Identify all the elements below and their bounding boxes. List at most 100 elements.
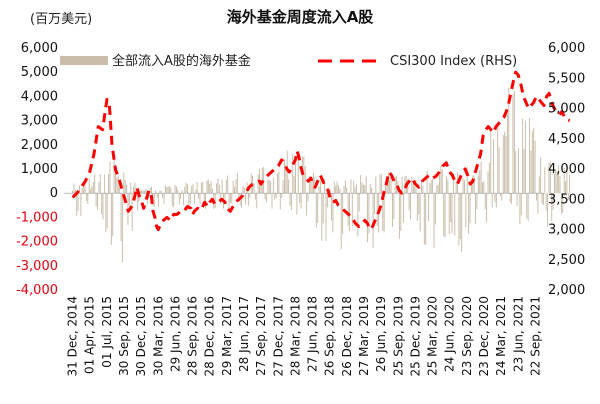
flow-bar — [189, 193, 191, 205]
flow-bar — [382, 193, 384, 232]
flow-bar — [412, 183, 414, 194]
flow-bar — [401, 176, 403, 194]
flow-bar — [502, 135, 504, 194]
flow-bar — [375, 176, 377, 194]
flow-bar — [520, 193, 522, 216]
flow-bar — [556, 172, 558, 194]
flow-bar — [149, 188, 151, 194]
flow-bar — [325, 193, 327, 241]
flow-bar — [414, 186, 416, 194]
flow-bar — [290, 193, 292, 210]
bar-series — [72, 88, 571, 263]
flow-bar — [407, 179, 409, 194]
flow-bar — [545, 193, 547, 211]
flow-bar — [324, 178, 326, 194]
flow-bar — [462, 178, 464, 194]
flow-bar — [511, 193, 513, 204]
flow-bar — [444, 193, 446, 238]
flow-bar — [274, 193, 276, 200]
flow-bar — [174, 184, 176, 194]
flow-bar — [295, 160, 296, 194]
flow-bar — [131, 193, 133, 231]
flow-bar — [296, 193, 298, 215]
x-tick-label: 01 Apr, 2015 — [83, 296, 97, 374]
flow-bar — [361, 182, 363, 194]
flow-bar — [488, 162, 490, 194]
flow-bar — [193, 193, 195, 204]
flow-bar — [484, 193, 486, 210]
flow-bar — [297, 161, 299, 194]
flow-bar — [246, 182, 248, 194]
flow-bar — [389, 180, 391, 194]
flow-bar — [454, 193, 456, 236]
flow-bar — [523, 149, 525, 194]
flow-bar — [285, 164, 287, 194]
flow-bar — [270, 181, 272, 194]
flow-bar — [159, 190, 161, 194]
x-tick-label: 28 Dec, 2016 — [203, 296, 217, 376]
left-tick-label: 0 — [50, 186, 58, 201]
right-tick-label: 5,500 — [548, 71, 585, 86]
flow-bar — [116, 177, 118, 194]
flow-bar — [205, 193, 206, 209]
flow-bar — [425, 193, 427, 245]
flow-bar — [509, 193, 511, 203]
flow-bar — [232, 180, 234, 194]
flow-bar — [264, 193, 266, 200]
flow-bar — [187, 184, 188, 194]
flow-bar — [192, 184, 194, 194]
flow-bar — [307, 193, 309, 202]
flow-bar — [105, 193, 107, 232]
flow-bar — [80, 193, 82, 216]
flow-bar — [342, 193, 344, 235]
flow-bar — [508, 88, 510, 194]
flow-bar — [228, 193, 230, 209]
flow-bar — [318, 186, 320, 194]
flow-bar — [160, 190, 162, 194]
flow-bar — [429, 183, 431, 194]
flow-bar — [195, 189, 197, 194]
x-tick-label: 24 Jun, 2020 — [443, 296, 457, 372]
right-tick-label: 5,000 — [548, 102, 585, 117]
flow-bar — [476, 193, 478, 209]
flow-bar — [418, 193, 420, 215]
flow-bar — [121, 193, 123, 263]
flow-bar — [292, 153, 294, 194]
flow-bar — [115, 164, 116, 194]
flow-bar — [119, 181, 121, 194]
flow-bar — [238, 193, 240, 200]
flow-bar — [365, 175, 367, 194]
flow-bar — [517, 148, 519, 194]
flow-bar — [112, 193, 114, 237]
flow-bar — [133, 186, 134, 194]
left-tick-label: -4,000 — [16, 283, 58, 298]
flow-bar — [527, 193, 529, 222]
flow-bar — [102, 193, 104, 220]
flow-bar — [214, 193, 216, 208]
flow-bar — [516, 193, 518, 206]
flow-bar — [404, 176, 406, 194]
flow-bar — [236, 172, 238, 194]
flow-bar — [124, 179, 126, 194]
flow-bar — [526, 193, 528, 219]
flow-bar — [347, 193, 349, 227]
flow-bar — [331, 193, 333, 221]
flow-bar — [267, 179, 269, 194]
flow-bar — [463, 179, 465, 194]
flow-bar — [79, 185, 80, 194]
flow-bar — [203, 193, 205, 207]
left-tick-label: -1,000 — [16, 210, 58, 225]
flow-bar — [409, 193, 411, 220]
flow-bar — [468, 193, 470, 234]
flow-bar — [191, 185, 193, 194]
flow-bar — [544, 167, 546, 194]
flow-bar — [386, 178, 388, 194]
flow-bar — [353, 181, 355, 194]
flow-bar — [445, 176, 447, 194]
flow-bar — [247, 193, 249, 206]
flow-bar — [346, 187, 348, 194]
flow-bar — [360, 175, 362, 194]
flow-bar — [224, 193, 226, 200]
flow-bar — [315, 193, 317, 228]
flow-bar — [142, 190, 144, 194]
